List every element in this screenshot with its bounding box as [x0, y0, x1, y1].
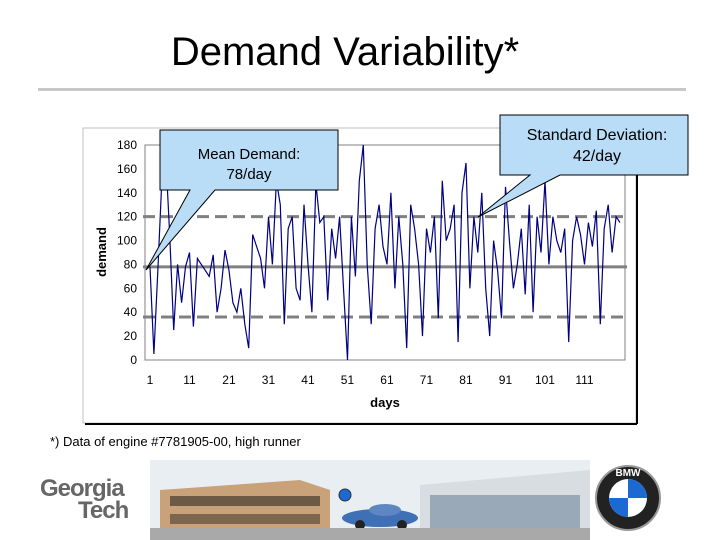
x-tick-label: 101 — [535, 373, 555, 387]
std-callout: Standard Deviation: 42/day — [477, 114, 689, 218]
y-tick-label: 20 — [124, 329, 138, 343]
y-tick-label: 40 — [124, 305, 138, 319]
x-axis-label: days — [370, 395, 400, 410]
y-tick-label: 160 — [117, 162, 137, 176]
georgia-tech-logo: Georgia Tech — [40, 475, 129, 524]
std-callout-shape — [477, 114, 689, 218]
x-tick-label: 31 — [262, 373, 276, 387]
x-tick-label: 71 — [420, 373, 434, 387]
demand-series-line — [149, 144, 621, 361]
y-tick-label: 180 — [117, 138, 137, 152]
y-tick-label: 60 — [124, 281, 138, 295]
building-left-windows-2 — [170, 514, 320, 524]
building-left — [160, 480, 330, 540]
car-cabin — [369, 504, 401, 516]
georgia-tech-logo-line1: Georgia — [40, 475, 125, 502]
footnote: *) Data of engine #7781905-00, high runn… — [50, 434, 301, 449]
car-wheel-rear — [397, 520, 407, 530]
mean-callout-shape — [145, 129, 339, 271]
y-axis-label: demand — [94, 227, 109, 277]
y-tick-label: 80 — [124, 257, 138, 271]
building-left-windows — [170, 496, 320, 506]
std-callout-line1: Standard Deviation: — [527, 127, 668, 144]
car-wheel-front — [355, 520, 365, 530]
x-tick-label: 11 — [183, 373, 196, 387]
bmw-logo-text: BMW — [616, 468, 642, 479]
x-tick-label: 21 — [222, 373, 236, 387]
bmw-logo: BMW — [595, 465, 661, 531]
y-tick-label: 120 — [117, 210, 137, 224]
x-tick-label: 41 — [301, 373, 315, 387]
x-tick-label: 1 — [147, 373, 154, 387]
bmw-logo-quarter-1 — [628, 479, 647, 498]
x-tick-label: 51 — [341, 373, 355, 387]
y-tick-label: 140 — [117, 186, 137, 200]
title-divider — [38, 88, 686, 91]
ground — [150, 528, 590, 540]
mean-callout-line2: 78/day — [226, 166, 272, 183]
georgia-tech-logo-line2: Tech — [78, 497, 129, 524]
bmw-logo-quarter-2 — [609, 498, 628, 517]
std-callout-line2: 42/day — [573, 148, 621, 165]
x-tick-label: 111 — [575, 373, 594, 387]
mean-callout-line1: Mean Demand: — [198, 146, 301, 163]
small-bmw-emblem — [338, 488, 352, 502]
y-tick-label: 0 — [130, 353, 137, 367]
y-tick-label: 100 — [117, 234, 137, 248]
mean-callout: Mean Demand: 78/day — [145, 129, 339, 271]
x-tick-label: 91 — [499, 373, 513, 387]
footer-photo-strip: BMW — [150, 460, 661, 540]
x-tick-label: 81 — [459, 373, 473, 387]
slide-title: Demand Variability* — [170, 30, 520, 74]
x-tick-label: 61 — [380, 373, 394, 387]
